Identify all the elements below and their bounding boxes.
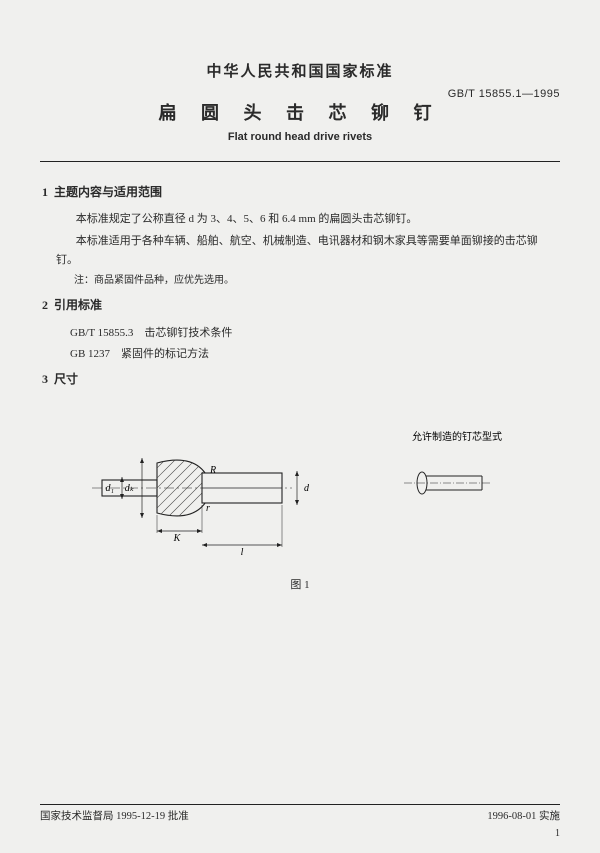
dim-r: r	[206, 503, 210, 514]
dim-l: l	[241, 547, 244, 558]
page: 中华人民共和国国家标准 GB/T 15855.1—1995 扁 圆 头 击 芯 …	[40, 30, 560, 823]
header-rule	[40, 161, 560, 162]
dim-dk: dₖ	[125, 483, 135, 494]
reference-2: GB 1237 紧固件的标记方法	[70, 345, 558, 364]
footer-effective: 1996-08-01 实施	[487, 808, 560, 823]
section-2-num: 2	[42, 298, 48, 312]
body: 1 主题内容与适用范围 本标准规定了公称直径 d 为 3、4、5、6 和 6.4…	[40, 182, 560, 598]
title-english: Flat round head drive rivets	[40, 131, 560, 143]
footer-approval: 国家技术监督局 1995-12-19 批准	[40, 808, 189, 823]
figure-caption: 图 1	[42, 576, 558, 595]
dim-d1: d₁	[106, 483, 114, 494]
country-standard-line: 中华人民共和国国家标准	[40, 60, 560, 81]
rivet-drawing: dₖ d₁ R r d	[42, 418, 542, 568]
figure-1: dₖ d₁ R r d	[42, 418, 558, 598]
section-1-num: 1	[42, 185, 48, 199]
section-3-title: 尺寸	[54, 372, 78, 386]
dim-K: K	[173, 533, 182, 544]
standard-code: GB/T 15855.1—1995	[448, 88, 560, 100]
section-1-note: 注：商品紧固件品种，应优先选用。	[56, 272, 558, 289]
page-number: 1	[555, 828, 560, 839]
reference-1: GB/T 15855.3 击芯铆钉技术条件	[70, 324, 558, 343]
section-2-heading: 2 引用标准	[42, 295, 558, 315]
figure-side-label: 允许制造的钉芯型式	[412, 430, 502, 443]
section-1-title: 主题内容与适用范围	[54, 185, 162, 199]
section-3-heading: 3 尺寸	[42, 369, 558, 389]
section-1-p1: 本标准规定了公称直径 d 为 3、4、5、6 和 6.4 mm 的扁圆头击芯铆钉…	[56, 210, 558, 229]
section-3-num: 3	[42, 372, 48, 386]
section-2-title: 引用标准	[54, 298, 102, 312]
dim-d: d	[304, 483, 310, 494]
header-block: 中华人民共和国国家标准 GB/T 15855.1—1995 扁 圆 头 击 芯 …	[40, 60, 560, 162]
footer-rule	[40, 804, 560, 805]
dim-R: R	[209, 465, 216, 476]
title-chinese: 扁 圆 头 击 芯 铆 钉	[40, 99, 560, 125]
section-1-p2: 本标准适用于各种车辆、船舶、航空、机械制造、电讯器材和钢木家具等需要单面铆接的击…	[56, 232, 558, 269]
section-1-heading: 1 主题内容与适用范围	[42, 182, 558, 202]
